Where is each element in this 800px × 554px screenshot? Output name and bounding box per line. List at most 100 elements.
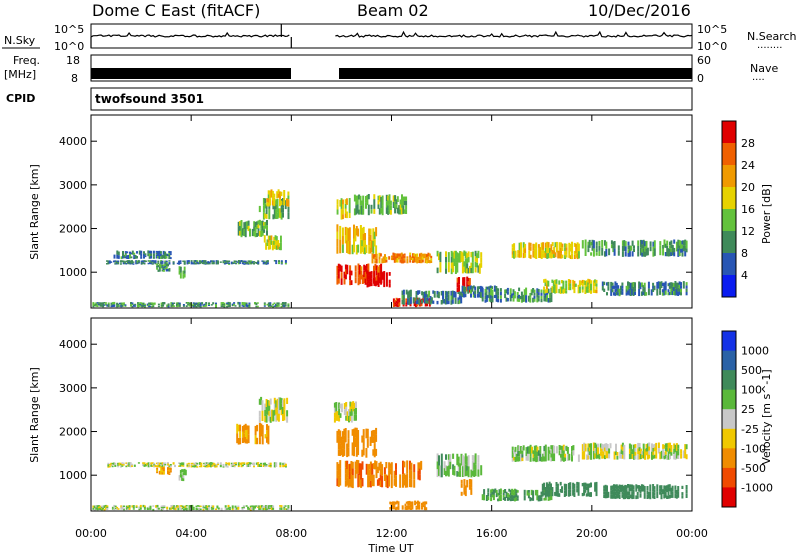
- heatmap-cell: [504, 289, 507, 294]
- heatmap-cell: [673, 454, 676, 460]
- heatmap-cell: [160, 262, 163, 264]
- heatmap-cell: [212, 262, 215, 265]
- heatmap-cell: [171, 506, 174, 508]
- heatmap-cell: [588, 447, 591, 452]
- heatmap-cell: [608, 248, 611, 256]
- heatmap-cell: [336, 411, 339, 421]
- heatmap-cell: [168, 255, 171, 257]
- heatmap-cell: [353, 408, 356, 415]
- heatmap-cell: [98, 302, 100, 304]
- heatmap-cell: [652, 288, 655, 292]
- heatmap-cell: [543, 295, 546, 302]
- heatmap-cell: [286, 397, 289, 404]
- heatmap-cell: [549, 450, 551, 454]
- heatmap-cell: [605, 241, 608, 249]
- heatmap-cell: [377, 276, 380, 280]
- heatmap-cell: [682, 240, 685, 246]
- heatmap-cell: [344, 473, 347, 481]
- heatmap-cell: [656, 282, 659, 289]
- heatmap-cell: [590, 242, 593, 246]
- heatmap-cell: [577, 289, 580, 294]
- heatmap-cell: [143, 303, 146, 306]
- heatmap-cell: [466, 253, 469, 259]
- heatmap-cell: [228, 506, 231, 509]
- heatmap-cell: [269, 398, 272, 405]
- heatmap-cell: [243, 424, 246, 434]
- heatmap-cell: [224, 505, 227, 508]
- heatmap-cell: [639, 485, 642, 490]
- heatmap-cell: [614, 288, 617, 293]
- heatmap-cell: [254, 435, 257, 445]
- heatmap-cell: [247, 506, 249, 509]
- heatmap-cell: [164, 254, 167, 257]
- heatmap-cell: [137, 305, 139, 308]
- heatmap-cell: [164, 256, 167, 259]
- heatmap-cell: [167, 467, 169, 471]
- heatmap-cell: [598, 453, 601, 460]
- heatmap-cell: [631, 454, 634, 459]
- heatmap-cell: [149, 462, 151, 465]
- heatmap-cell: [264, 221, 267, 229]
- heatmap-cell: [543, 489, 546, 493]
- heatmap-cell: [544, 289, 547, 294]
- heatmap-cell: [256, 221, 259, 226]
- heatmap-cell: [207, 262, 210, 264]
- heatmap-cell: [516, 490, 519, 493]
- heatmap-cell: [370, 240, 373, 252]
- heatmap-cell: [571, 247, 573, 254]
- heatmap-cell: [502, 492, 505, 495]
- heatmap-cell: [505, 289, 508, 294]
- heatmap-cell: [157, 256, 160, 259]
- heatmap-cell: [488, 291, 491, 298]
- heatmap-cell: [499, 288, 502, 292]
- heatmap-cell: [571, 241, 573, 248]
- heatmap-cell: [280, 205, 283, 213]
- heatmap-cell: [280, 505, 283, 508]
- heatmap-cell: [261, 225, 264, 231]
- heatmap-cell: [631, 288, 634, 296]
- heatmap-cell: [369, 281, 372, 287]
- heatmap-cell: [444, 295, 447, 300]
- heatmap-cell: [275, 204, 278, 210]
- heatmap-cell: [210, 304, 213, 306]
- heatmap-cell: [632, 291, 635, 296]
- heatmap-cell: [555, 241, 558, 248]
- heatmap-cell: [130, 304, 132, 307]
- heatmap-cell: [413, 479, 416, 488]
- heatmap-cell: [143, 462, 146, 465]
- heatmap-cell: [369, 228, 372, 235]
- heatmap-cell: [268, 410, 271, 417]
- heatmap-cell: [542, 242, 545, 247]
- heatmap-cell: [226, 466, 229, 468]
- heatmap-cell: [490, 288, 493, 292]
- heatmap-cell: [240, 462, 243, 464]
- heatmap-cell: [368, 481, 371, 488]
- heatmap-cell: [633, 449, 635, 455]
- heatmap-cell: [133, 254, 136, 257]
- heatmap-cell: [545, 489, 548, 497]
- heatmap-cell: [267, 202, 270, 207]
- heatmap-cell: [611, 285, 614, 289]
- heatmap-cell: [474, 256, 477, 262]
- heatmap-cell: [595, 489, 598, 497]
- heatmap-cell: [158, 250, 161, 255]
- heatmap-cell: [367, 279, 370, 284]
- heatmap-cell: [350, 280, 353, 285]
- heatmap-cell: [195, 505, 198, 508]
- heatmap-cell: [254, 261, 257, 264]
- heatmap-cell: [199, 305, 202, 308]
- heatmap-cell: [523, 489, 526, 496]
- heatmap-cell: [353, 428, 355, 443]
- heatmap-cell: [551, 250, 554, 254]
- heatmap-cell: [613, 484, 615, 492]
- heatmap-cell: [265, 261, 268, 263]
- heatmap-cell: [185, 302, 188, 304]
- heatmap-cell: [280, 242, 282, 251]
- heatmap-cell: [192, 305, 195, 308]
- heatmap-cell: [267, 425, 270, 435]
- heatmap-cell: [261, 260, 264, 262]
- cpid-strip: CPID twofsound 3501: [6, 87, 693, 111]
- heatmap-cell: [179, 272, 182, 279]
- heatmap-cell: [162, 268, 165, 270]
- heatmap-cell: [195, 303, 198, 306]
